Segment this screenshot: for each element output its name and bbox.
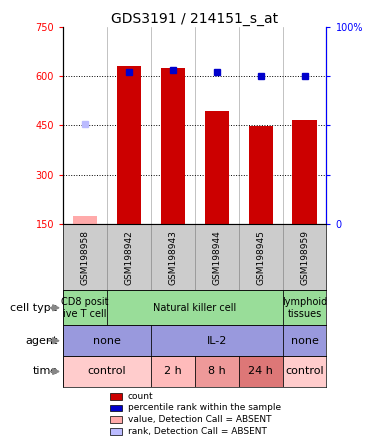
Bar bbox=[73, 216, 97, 224]
Text: IL-2: IL-2 bbox=[207, 336, 227, 346]
Text: control: control bbox=[88, 366, 126, 377]
Text: none: none bbox=[93, 336, 121, 346]
Bar bbox=[249, 126, 273, 224]
Text: count: count bbox=[128, 392, 153, 401]
Bar bbox=[151, 325, 283, 356]
Text: control: control bbox=[285, 366, 324, 377]
Text: 8 h: 8 h bbox=[208, 366, 226, 377]
Bar bbox=[283, 290, 326, 325]
Text: GSM198943: GSM198943 bbox=[168, 230, 177, 285]
Bar bbox=[117, 66, 141, 224]
Bar bbox=[151, 356, 195, 387]
Title: GDS3191 / 214151_s_at: GDS3191 / 214151_s_at bbox=[111, 12, 278, 26]
Text: agent: agent bbox=[26, 336, 58, 346]
Bar bbox=[63, 290, 107, 325]
Bar bbox=[161, 68, 185, 224]
Bar bbox=[205, 111, 229, 224]
Text: none: none bbox=[290, 336, 318, 346]
Bar bbox=[63, 356, 151, 387]
Bar bbox=[239, 356, 283, 387]
Text: GSM198945: GSM198945 bbox=[256, 230, 265, 285]
Text: 2 h: 2 h bbox=[164, 366, 182, 377]
Bar bbox=[111, 416, 122, 423]
Bar bbox=[111, 393, 122, 400]
Text: 24 h: 24 h bbox=[248, 366, 273, 377]
Text: rank, Detection Call = ABSENT: rank, Detection Call = ABSENT bbox=[128, 427, 266, 436]
Bar bbox=[63, 325, 151, 356]
Text: CD8 posit
ive T cell: CD8 posit ive T cell bbox=[61, 297, 109, 319]
Bar bbox=[283, 356, 326, 387]
Bar bbox=[111, 428, 122, 435]
Text: GSM198944: GSM198944 bbox=[212, 230, 221, 285]
Bar bbox=[195, 356, 239, 387]
Text: lymphoid
tissues: lymphoid tissues bbox=[282, 297, 327, 319]
Text: GSM198958: GSM198958 bbox=[81, 230, 89, 285]
Text: percentile rank within the sample: percentile rank within the sample bbox=[128, 404, 281, 412]
Text: time: time bbox=[33, 366, 58, 377]
Bar bbox=[292, 119, 316, 224]
Text: cell type: cell type bbox=[10, 303, 58, 313]
Bar bbox=[107, 290, 283, 325]
Bar bbox=[111, 404, 122, 411]
Bar bbox=[283, 325, 326, 356]
Text: GSM198959: GSM198959 bbox=[300, 230, 309, 285]
Text: value, Detection Call = ABSENT: value, Detection Call = ABSENT bbox=[128, 415, 271, 424]
Text: GSM198942: GSM198942 bbox=[124, 230, 134, 285]
Text: Natural killer cell: Natural killer cell bbox=[153, 303, 236, 313]
